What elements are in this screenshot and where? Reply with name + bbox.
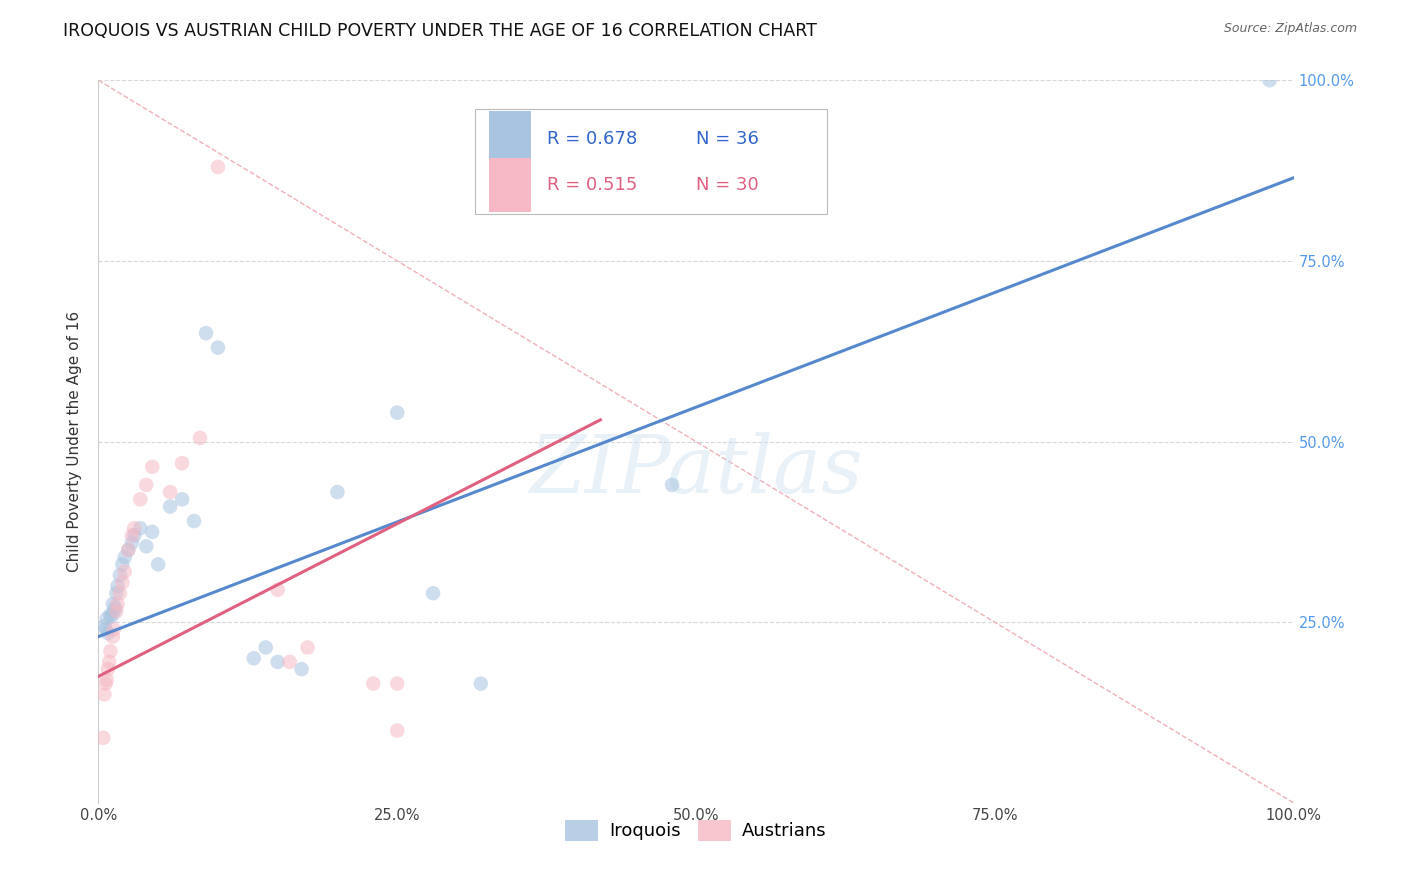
Point [363,676,385,690]
Point [207,341,229,355]
Legend: Iroquois, Austrians: Iroquois, Austrians [558,813,834,848]
Point [105,586,128,600]
Point [172,492,194,507]
Point [117,542,139,557]
Point [93,619,115,633]
Point [103,604,125,618]
Point [108,586,131,600]
Point [94,623,117,637]
FancyBboxPatch shape [475,109,827,214]
Point [129,492,152,507]
Point [111,575,134,590]
Text: R = 0.678: R = 0.678 [547,129,637,147]
Point [148,558,170,572]
Bar [489,158,531,211]
Point [103,623,125,637]
Point [183,514,205,528]
Text: R = 0.515: R = 0.515 [547,176,637,194]
Point [121,528,143,542]
Point [117,542,139,557]
Point [97,662,120,676]
Point [159,500,181,514]
Point [195,326,218,340]
Bar [489,112,531,166]
Point [98,607,122,622]
Point [114,550,136,565]
Point [661,478,683,492]
Point [111,558,134,572]
Point [135,539,157,553]
Text: N = 30: N = 30 [696,176,759,194]
Point [326,485,349,500]
Point [297,640,319,655]
Point [385,406,409,420]
Text: N = 36: N = 36 [696,129,759,147]
Text: Source: ZipAtlas.com: Source: ZipAtlas.com [1223,22,1357,36]
Point [101,597,124,611]
Point [188,431,211,445]
Point [93,687,115,701]
Point [91,731,114,745]
Text: IROQUOIS VS AUSTRIAN CHILD POVERTY UNDER THE AGE OF 16 CORRELATION CHART: IROQUOIS VS AUSTRIAN CHILD POVERTY UNDER… [63,22,817,40]
Point [135,478,157,492]
Point [98,644,122,658]
Point [124,528,146,542]
Point [114,565,136,579]
Point [108,568,131,582]
Point [385,676,409,690]
Point [105,604,128,618]
Point [267,655,290,669]
Point [96,611,118,625]
Point [172,456,194,470]
Point [254,640,277,655]
Point [267,582,290,597]
Point [107,579,129,593]
Point [385,723,409,738]
Point [207,160,229,174]
Point [97,626,120,640]
Y-axis label: Child Poverty Under the Age of 16: Child Poverty Under the Age of 16 [67,311,83,572]
Point [101,630,124,644]
Point [159,485,181,500]
Point [121,535,143,549]
Point [243,651,266,665]
Point [1258,73,1281,87]
Point [107,597,129,611]
Point [141,524,163,539]
Point [98,655,121,669]
Point [141,459,163,474]
Point [94,676,117,690]
Point [291,662,314,676]
Point [104,600,127,615]
Point [129,521,152,535]
Point [124,521,146,535]
Text: ZIPatlas: ZIPatlas [529,432,863,509]
Point [470,676,492,690]
Point [422,586,444,600]
Point [96,673,118,687]
Point [100,609,122,624]
Point [278,655,301,669]
